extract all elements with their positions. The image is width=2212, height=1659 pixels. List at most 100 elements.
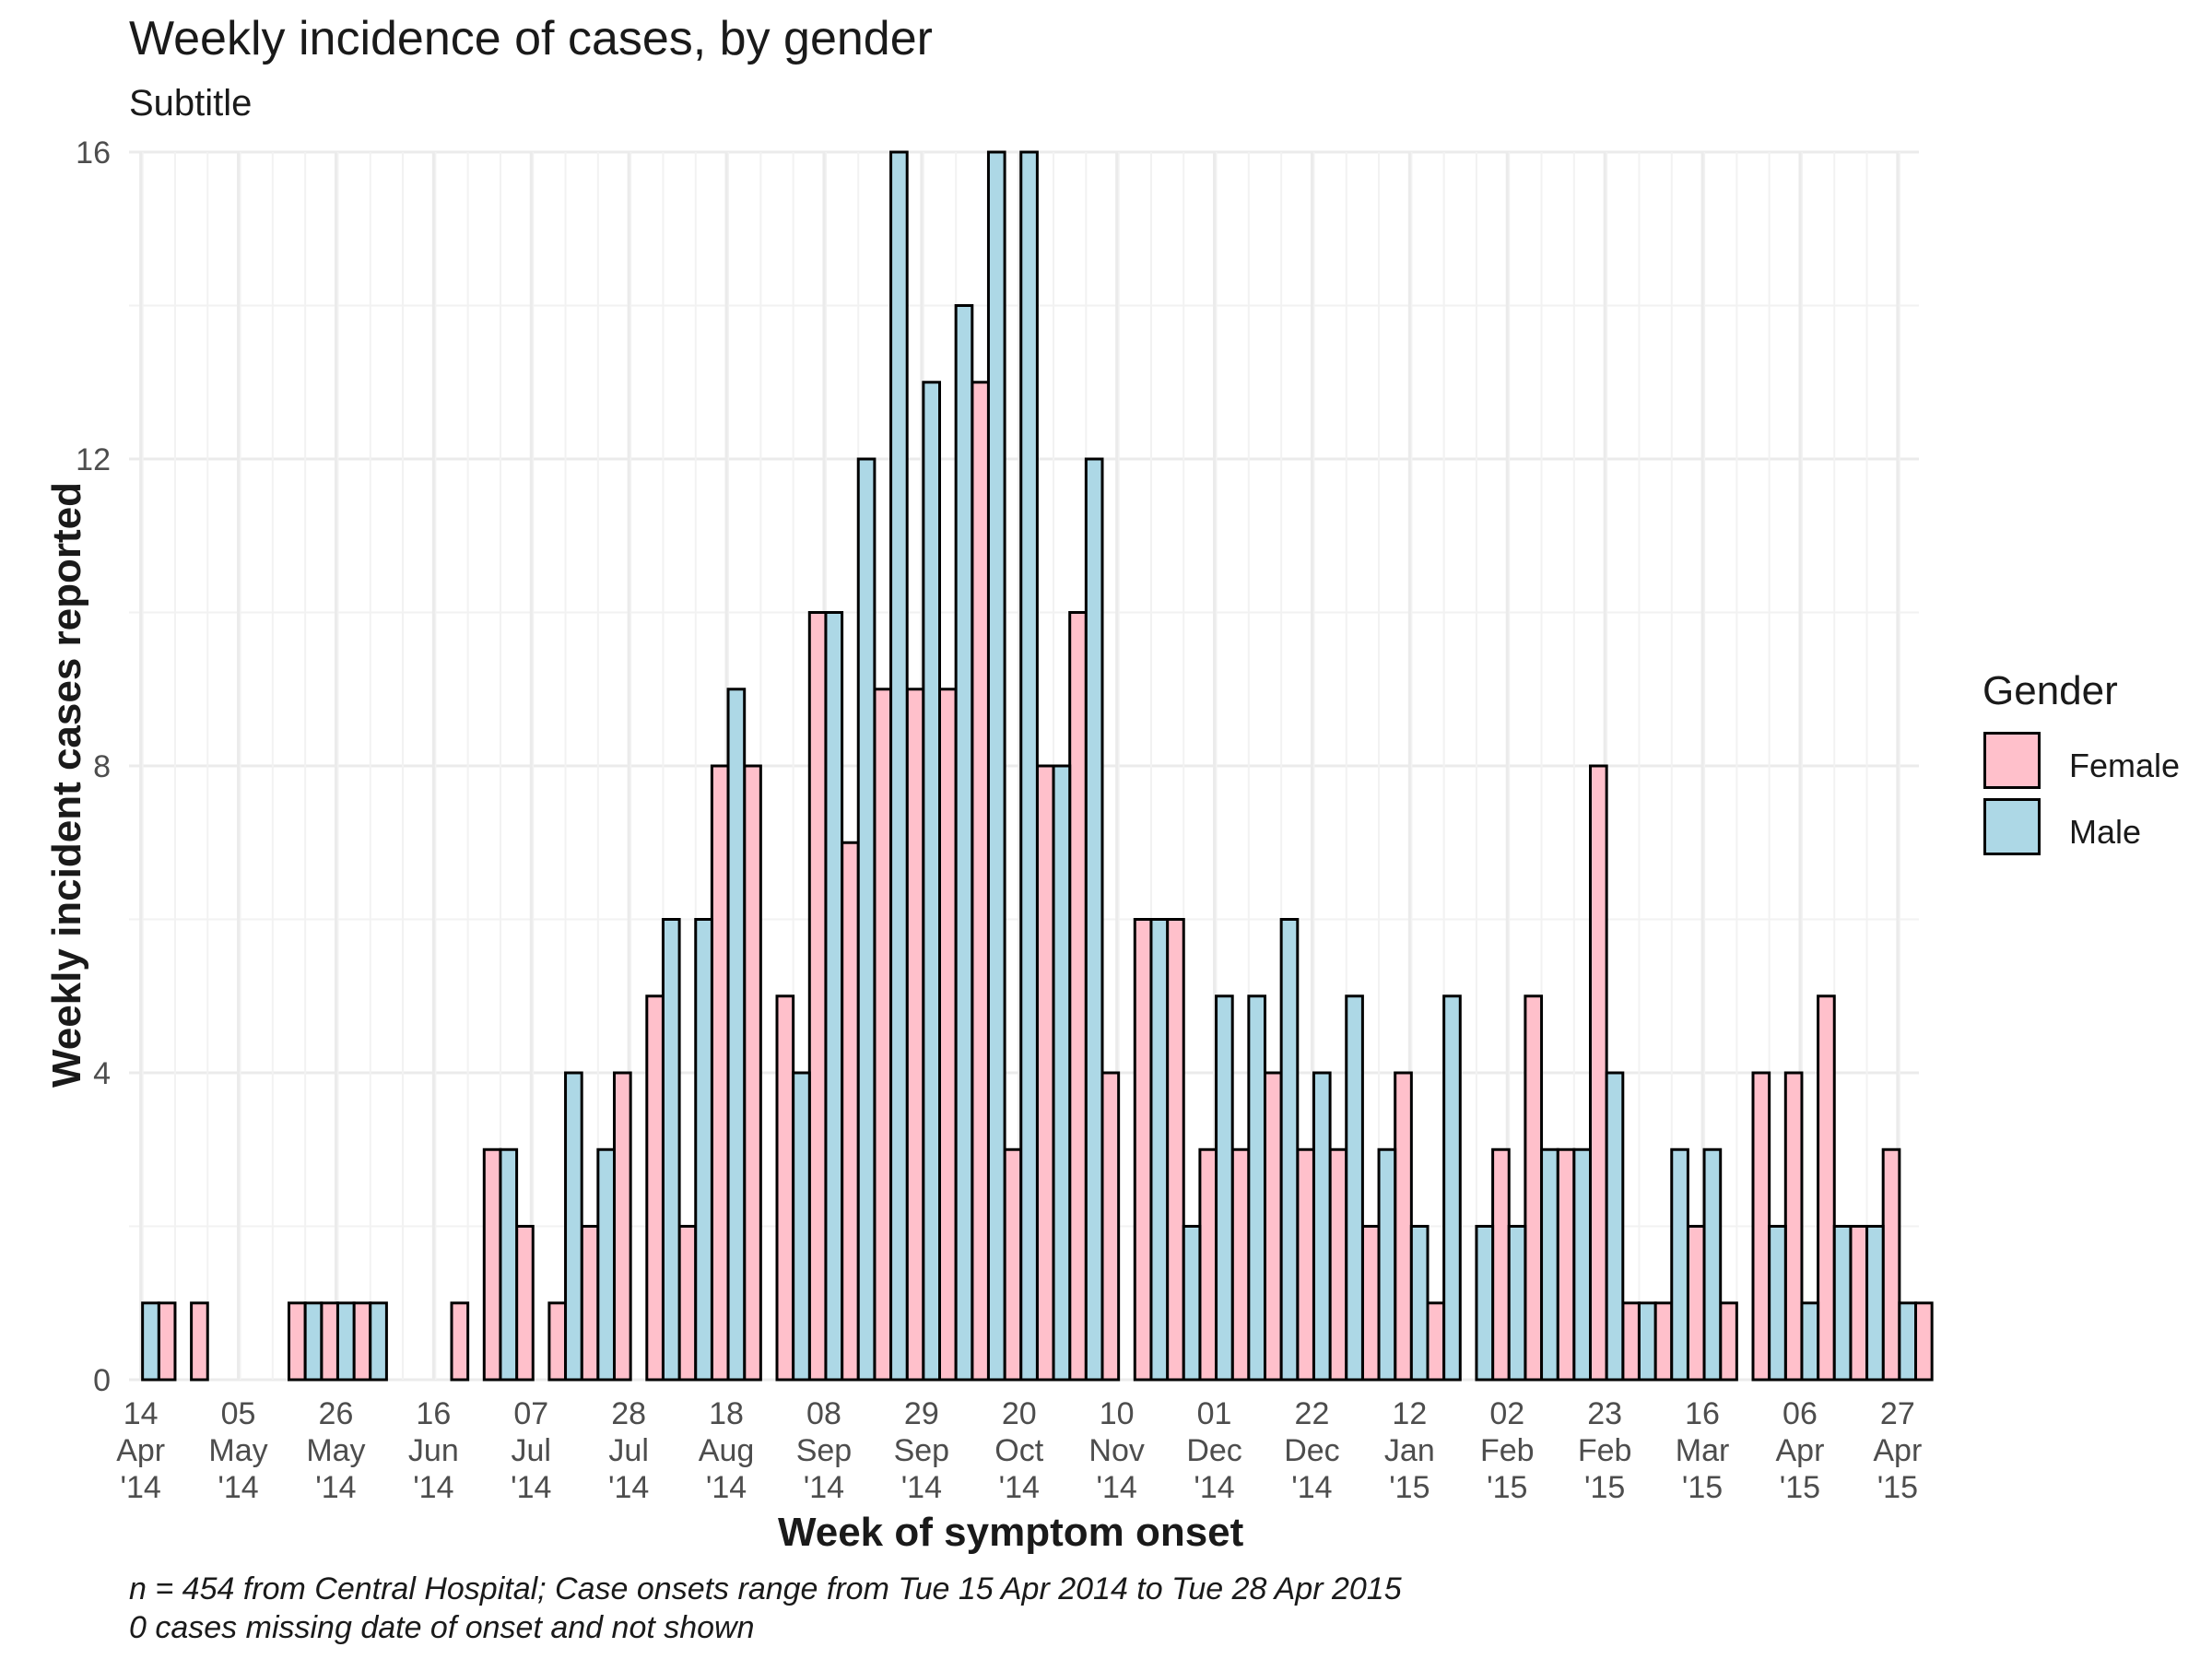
bar-male	[141, 1301, 160, 1382]
legend-key-female	[1983, 732, 2041, 789]
bar-female	[1751, 1071, 1771, 1382]
x-tick-label: 29 Sep '14	[894, 1396, 950, 1505]
bar-male	[1865, 1225, 1885, 1382]
bar-male	[1898, 1301, 1918, 1382]
x-tick-label: 08 Sep '14	[796, 1396, 853, 1505]
bar-female	[320, 1301, 339, 1382]
x-tick-label: 05 May '14	[208, 1396, 267, 1505]
x-tick-label: 12 Jan '15	[1384, 1396, 1435, 1505]
x-tick-label: 28 Jul '14	[608, 1396, 649, 1505]
bar-female	[482, 1147, 502, 1382]
bar-female	[1556, 1147, 1576, 1382]
x-tick-label: 22 Dec '14	[1284, 1396, 1339, 1505]
bar-female	[1360, 1225, 1381, 1382]
bar-female	[971, 381, 990, 1382]
bar-male	[726, 688, 747, 1382]
bar-female	[1849, 1225, 1869, 1382]
bar-female	[1296, 1147, 1315, 1382]
y-tick-label: 16	[76, 135, 111, 171]
bar-female	[1230, 1147, 1251, 1382]
bar-female	[677, 1225, 698, 1382]
bar-female	[1621, 1301, 1641, 1382]
x-tick-label: 26 May '14	[306, 1396, 365, 1505]
bar-male	[986, 150, 1006, 1382]
caption-line-1: n = 454 from Central Hospital; Case onse…	[129, 1571, 1402, 1606]
bar-male	[1768, 1225, 1787, 1382]
legend-title: Gender	[1983, 668, 2118, 713]
bar-male	[922, 381, 941, 1382]
bar-female	[841, 841, 860, 1382]
bar-female	[1100, 1071, 1121, 1382]
bars	[141, 150, 1934, 1382]
y-axis-ticks: 0 4 8 12 16	[76, 135, 111, 1398]
bar-male	[1215, 994, 1234, 1382]
x-tick-label: 02 Feb '15	[1480, 1396, 1535, 1505]
bar-female	[1394, 1071, 1413, 1382]
bar-female	[775, 994, 795, 1382]
x-tick-label: 16 Jun '14	[408, 1396, 459, 1505]
bar-female	[645, 994, 665, 1382]
bar-female	[1686, 1225, 1706, 1382]
bar-female	[515, 1225, 535, 1382]
bar-male	[1279, 918, 1300, 1382]
x-tick-label: 06 Apr '15	[1775, 1396, 1824, 1505]
bar-female	[1068, 611, 1088, 1382]
bar-male	[596, 1147, 616, 1382]
y-tick-label: 8	[93, 749, 111, 784]
bar-male	[856, 457, 877, 1382]
bar-male	[1149, 918, 1170, 1382]
bar-male	[1052, 764, 1072, 1382]
bar-female	[743, 764, 762, 1382]
bar-male	[889, 150, 909, 1382]
caption-line-2: 0 cases missing date of onset and not sh…	[129, 1610, 755, 1645]
bar-male	[303, 1301, 324, 1382]
chart-subtitle: Subtitle	[129, 83, 253, 124]
legend-label-female: Female	[2069, 747, 2181, 784]
x-tick-label: 10 Nov '14	[1088, 1396, 1144, 1505]
bar-male	[1312, 1071, 1332, 1382]
bar-male	[1019, 150, 1039, 1382]
bar-female	[1166, 918, 1185, 1382]
bar-female	[1881, 1147, 1901, 1382]
bar-male	[792, 1071, 811, 1382]
x-tick-label: 18 Aug '14	[699, 1396, 755, 1505]
bar-female	[1817, 994, 1836, 1382]
bar-male	[954, 304, 974, 1382]
bar-female	[1491, 1147, 1511, 1382]
bar-female	[1719, 1301, 1738, 1382]
x-tick-label: 07 Jul '14	[511, 1396, 551, 1505]
bar-female	[613, 1071, 632, 1382]
x-tick-label: 16 Mar '15	[1676, 1396, 1730, 1505]
bar-female	[807, 611, 828, 1382]
bar-male	[1377, 1147, 1397, 1382]
bar-male	[1702, 1147, 1723, 1382]
bar-female	[288, 1301, 307, 1382]
bar-male	[1475, 1225, 1495, 1382]
bar-male	[824, 611, 844, 1382]
x-tick-label: 01 Dec '14	[1186, 1396, 1241, 1505]
bar-female	[1524, 994, 1544, 1382]
y-tick-label: 0	[93, 1363, 111, 1398]
bar-male	[1442, 994, 1462, 1382]
y-axis-label: Weekly incident cases reported	[44, 481, 89, 1088]
legend-label-male: Male	[2069, 813, 2142, 851]
bar-female	[190, 1301, 209, 1382]
bar-female	[1003, 1147, 1023, 1382]
bar-female	[1264, 1071, 1283, 1382]
x-tick-label: 14 Apr '14	[116, 1396, 165, 1505]
bar-female	[1589, 764, 1608, 1382]
bar-female	[1035, 764, 1055, 1382]
bar-female	[938, 688, 958, 1382]
bar-female	[157, 1301, 177, 1382]
bar-male	[1670, 1147, 1689, 1382]
bar-female	[1133, 918, 1153, 1382]
bar-male	[1572, 1147, 1592, 1382]
bar-female	[450, 1301, 470, 1382]
x-axis-ticks: 14 Apr '14 05 May '14 26 May '14 16 Jun '14 07 Jul '14…	[116, 1396, 1922, 1505]
bar-female	[1198, 1147, 1218, 1382]
bar-male	[1605, 1071, 1625, 1382]
y-tick-label: 4	[93, 1056, 111, 1091]
bar-male	[1832, 1225, 1853, 1382]
bar-male	[1409, 1225, 1430, 1382]
bar-male	[661, 918, 681, 1382]
